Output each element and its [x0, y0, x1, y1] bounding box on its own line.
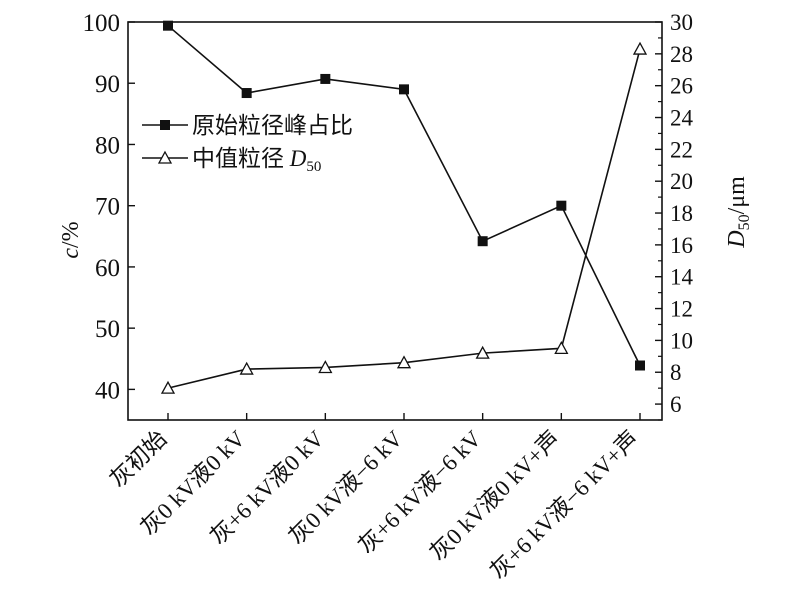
right-tick-label: 22	[670, 137, 693, 162]
data-point-square	[556, 200, 567, 211]
data-point-triangle	[318, 360, 333, 374]
legend-item-median: 中值粒径 D50	[142, 146, 321, 175]
left-tick-label: 80	[95, 132, 120, 159]
series-lines	[167, 25, 641, 389]
left-tick-label: 50	[95, 316, 120, 343]
data-point-triangle	[475, 345, 490, 359]
legend-label-median: 中值粒径 D50	[192, 146, 321, 175]
right-tick-label: 8	[670, 360, 682, 385]
legend-item-original-peak: 原始粒径峰占比	[142, 113, 353, 138]
right-tick-label: 20	[670, 169, 693, 194]
right-tick-label: 14	[670, 265, 694, 290]
data-point-triangle	[554, 341, 569, 355]
legend-square-marker	[160, 120, 170, 130]
legend-label-original-peak: 原始粒径峰占比	[192, 113, 353, 138]
right-tick-label: 28	[670, 42, 693, 67]
data-point-triangle	[396, 355, 412, 369]
right-tick-label: 18	[670, 201, 693, 226]
left-tick-label: 60	[95, 255, 120, 282]
left-tick-label: 70	[95, 194, 120, 221]
data-point-square	[635, 360, 645, 371]
axes	[127, 21, 663, 421]
x-tick-label: 灰0 kV液0 kV+声	[425, 426, 565, 566]
right-tick-label: 6	[670, 392, 682, 417]
left-axis-label: c/%	[58, 221, 84, 258]
right-axis-ticks: 6 8 10 12 14 16 18 20 22 24 26 28 30	[655, 10, 694, 421]
series-markers	[160, 20, 648, 394]
left-axis-ticks: 40 50 60 70 80 90 100	[83, 10, 135, 404]
data-point-triangle	[632, 41, 648, 55]
right-tick-label: 10	[670, 328, 693, 353]
right-tick-label: 30	[670, 10, 693, 35]
data-point-square	[320, 73, 331, 84]
series-line-0	[167, 25, 641, 366]
left-tick-label: 40	[95, 377, 120, 404]
left-tick-label: 90	[95, 71, 120, 98]
right-tick-label: 26	[670, 74, 693, 99]
data-point-square	[399, 84, 409, 95]
right-tick-label: 16	[670, 233, 693, 258]
legend: 原始粒径峰占比 中值粒径 D50	[142, 113, 353, 175]
data-point-square	[163, 20, 173, 31]
data-point-triangle	[239, 361, 254, 375]
right-tick-label: 12	[670, 297, 693, 322]
plot-frame	[127, 21, 663, 421]
data-point-square	[241, 88, 252, 99]
left-tick-label: 100	[83, 10, 121, 37]
right-tick-label: 24	[670, 106, 694, 131]
data-point-square	[477, 236, 488, 247]
x-tick-label: 灰+6 kV液−6 kV+声	[485, 426, 643, 584]
x-tick-label: 灰初始	[105, 426, 171, 492]
right-axis-label: D50/μm	[724, 176, 753, 249]
series-line-1	[167, 48, 641, 389]
data-point-triangle	[160, 380, 176, 394]
legend-triangle-marker	[157, 150, 173, 164]
